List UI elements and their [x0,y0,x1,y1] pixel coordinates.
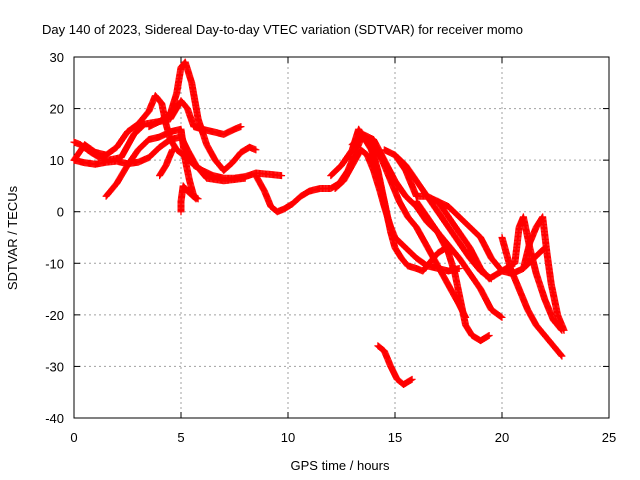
y-tick-label: -20 [45,308,64,323]
x-tick-label: 25 [602,430,616,445]
data-point [237,123,245,131]
data-point [560,326,568,334]
data-point [192,195,200,203]
y-tick-label: -10 [45,256,64,271]
data-point [485,331,493,339]
data-point [556,350,564,358]
data-point [387,223,395,231]
data-point [190,193,198,201]
plot-frame [73,56,610,419]
y-tick-label: 30 [50,50,64,65]
data-point [168,146,176,154]
y-tick-label: 0 [57,205,64,220]
x-tick-label: 5 [177,430,184,445]
data-point [191,194,199,202]
y-axis-label: SDTVAR / TECUs [5,185,20,290]
series-track-9 [331,146,395,231]
x-tick-label: 10 [281,430,295,445]
x-axis-label: GPS time / hours [291,458,390,473]
chart-title: Day 140 of 2023, Sidereal Day-to-day VTE… [42,22,523,37]
x-tick-label: 15 [388,430,402,445]
y-tick-label: 10 [50,153,64,168]
series-track-4 [70,58,260,174]
data-point [408,375,416,383]
y-tick-label: 20 [50,102,64,117]
data-points [70,58,568,388]
data-point [557,351,565,359]
series-track-17 [519,213,568,334]
data-point [252,146,260,154]
x-tick-label: 0 [70,430,77,445]
series-track-14 [412,197,493,345]
data-point [558,352,566,360]
y-tick-label: -40 [45,411,64,426]
y-tick-label: -30 [45,359,64,374]
series-track-19 [177,182,200,216]
data-point [498,313,506,321]
series-track-18 [374,342,416,388]
grid [74,57,609,418]
data-point [455,264,463,272]
series-track-5 [145,97,245,138]
x-tick-label: 20 [495,430,509,445]
series-track-20 [156,146,176,180]
data-point [278,172,286,180]
series-track-16 [498,234,566,360]
data-point [497,313,505,321]
